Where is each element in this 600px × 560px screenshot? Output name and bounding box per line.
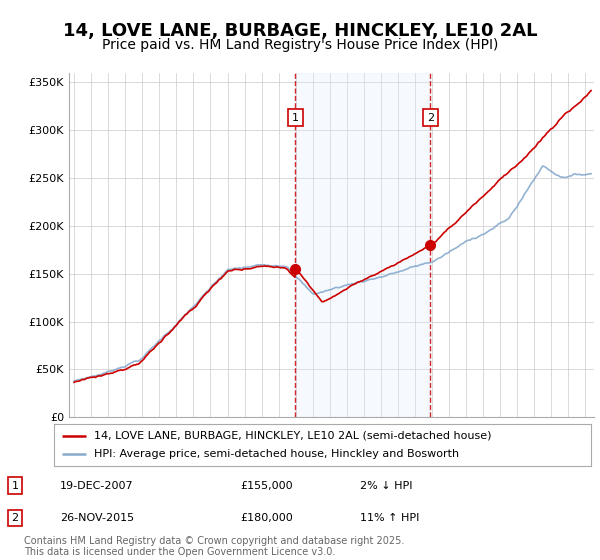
Text: 14, LOVE LANE, BURBAGE, HINCKLEY, LE10 2AL: 14, LOVE LANE, BURBAGE, HINCKLEY, LE10 2… <box>63 22 537 40</box>
Text: 14, LOVE LANE, BURBAGE, HINCKLEY, LE10 2AL (semi-detached house): 14, LOVE LANE, BURBAGE, HINCKLEY, LE10 2… <box>94 431 492 441</box>
Text: £180,000: £180,000 <box>240 513 293 523</box>
Text: £155,000: £155,000 <box>240 480 293 491</box>
Text: 2% ↓ HPI: 2% ↓ HPI <box>360 480 413 491</box>
Text: 1: 1 <box>292 113 299 123</box>
Text: 19-DEC-2007: 19-DEC-2007 <box>60 480 134 491</box>
Text: HPI: Average price, semi-detached house, Hinckley and Bosworth: HPI: Average price, semi-detached house,… <box>94 449 460 459</box>
Text: 26-NOV-2015: 26-NOV-2015 <box>60 513 134 523</box>
Bar <box>295 73 430 417</box>
Text: 1: 1 <box>11 480 19 491</box>
Text: 11% ↑ HPI: 11% ↑ HPI <box>360 513 419 523</box>
Text: 2: 2 <box>427 113 434 123</box>
Text: Contains HM Land Registry data © Crown copyright and database right 2025.
This d: Contains HM Land Registry data © Crown c… <box>24 535 404 557</box>
Text: Price paid vs. HM Land Registry's House Price Index (HPI): Price paid vs. HM Land Registry's House … <box>102 38 498 52</box>
Text: 2: 2 <box>11 513 19 523</box>
